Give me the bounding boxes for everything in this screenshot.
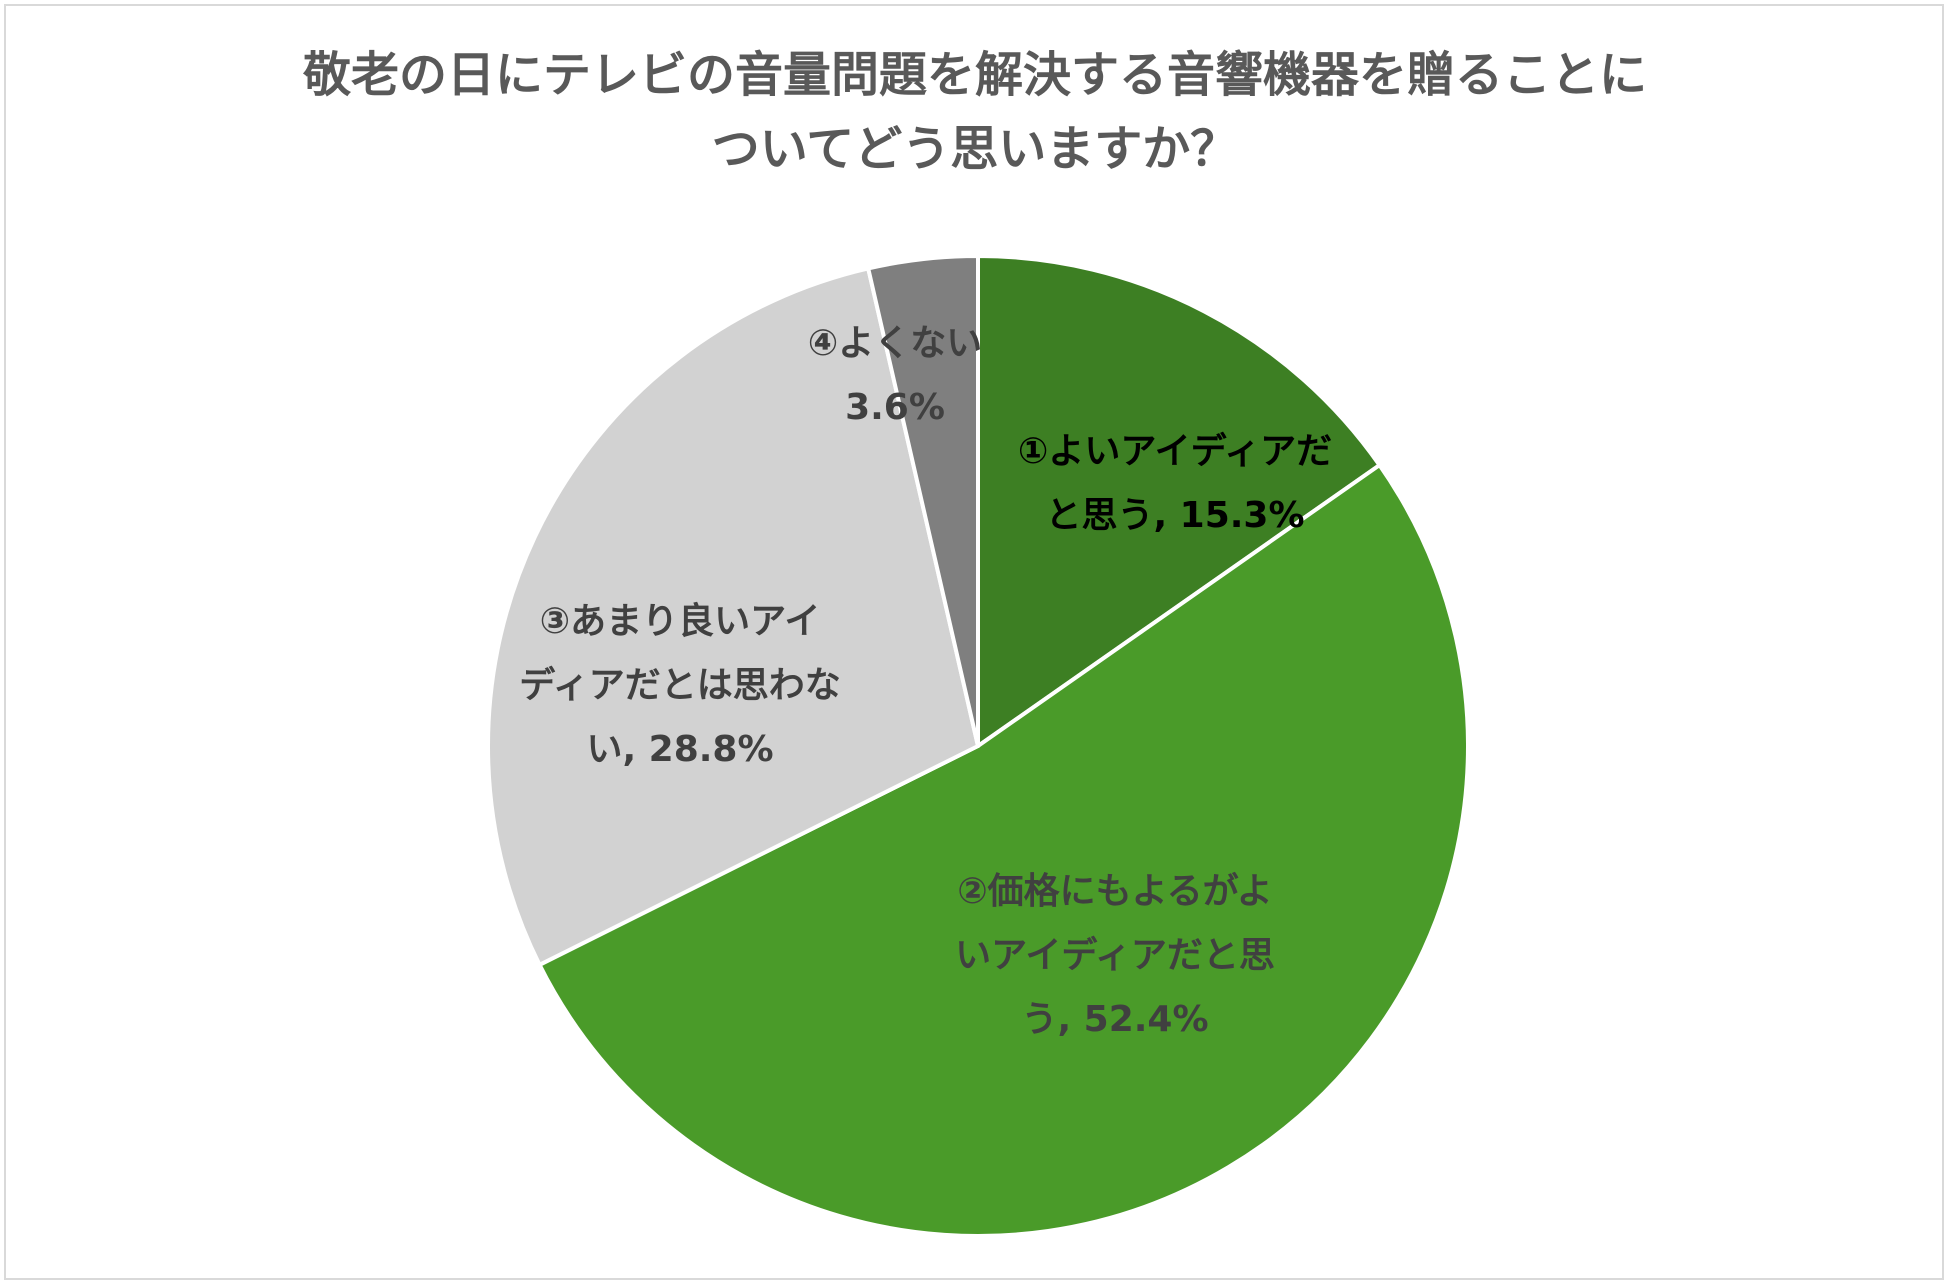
pie-slice-4 [866, 254, 980, 748]
slice-label-3-line-2: ディアだとは思わな [519, 665, 841, 706]
slice-label-2-line-2: いアイディアだと思 [955, 935, 1275, 976]
slice-label-1-line-2: と思う, 15.3% [1045, 495, 1305, 536]
chart-title-line-1: 敬老の日にテレビの音量問題を解決する音響機器を贈ることに [302, 47, 1647, 103]
slice-label-1-line-1: ①よいアイディアだ [1017, 431, 1333, 472]
slice-label-3-line-1: ③あまり良いアイ [539, 601, 821, 642]
chart-title-line-2: ついてどう思いますか？ [711, 121, 1239, 177]
pie-slices [486, 254, 1470, 1238]
slice-label-1: ①よいアイディアだ と思う, 15.3% [975, 420, 1375, 548]
slice-label-4-line-2: 3.6% [845, 387, 945, 428]
pie-slice-2 [537, 463, 1470, 1238]
slice-label-2: ②価格にもよるがよ いアイディアだと思 う, 52.4% [895, 860, 1335, 1052]
slice-label-3: ③あまり良いアイ ディアだとは思わな い, 28.8% [480, 590, 880, 782]
slice-label-4-line-1: ④よくない [807, 323, 983, 364]
slice-label-2-line-3: う, 52.4% [1021, 999, 1209, 1040]
pie-slice-3 [486, 266, 980, 967]
pie-slice-1 [976, 254, 1382, 748]
slice-label-2-line-1: ②価格にもよるがよ [957, 871, 1273, 912]
chart-title: 敬老の日にテレビの音量問題を解決する音響機器を贈ることに ついてどう思いますか？ [0, 38, 1950, 186]
slice-label-4: ④よくない 3.6% [765, 312, 1025, 440]
slice-label-3-line-3: い, 28.8% [586, 729, 774, 770]
